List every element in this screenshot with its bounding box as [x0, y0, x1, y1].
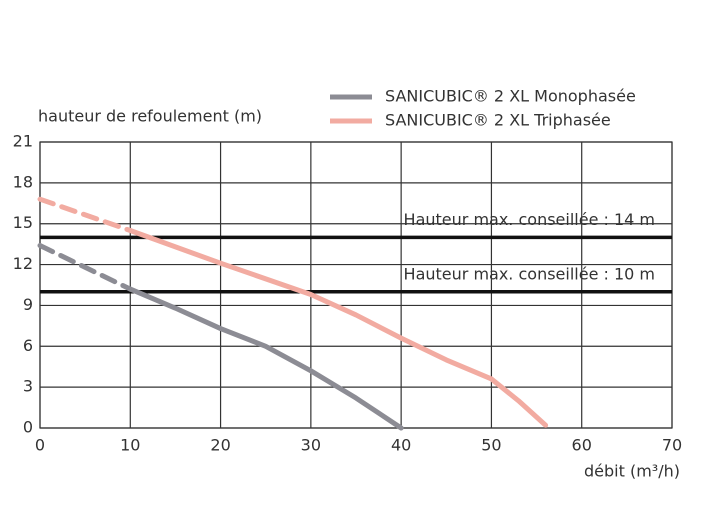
- plot-border: [39, 141, 673, 429]
- x-tick-label: 70: [662, 436, 682, 455]
- series-line: [127, 286, 404, 431]
- reference-label: Hauteur max. conseillée : 14 m: [404, 210, 655, 229]
- legend-label: SANICUBIC® 2 XL Monophasée: [385, 87, 636, 106]
- reference-label: Hauteur max. conseillée : 10 m: [404, 264, 655, 283]
- x-tick-label: 40: [391, 436, 411, 455]
- x-axis-label: débit (m³/h): [584, 462, 680, 481]
- y-axis-label: hauteur de refoulement (m): [38, 107, 262, 126]
- x-tick-label: 60: [572, 436, 592, 455]
- x-tick-label: 30: [301, 436, 321, 455]
- y-tick-label: 12: [13, 254, 33, 273]
- x-tick-label: 50: [481, 436, 501, 455]
- y-tick-label: 18: [13, 172, 33, 191]
- x-tick-label: 20: [210, 436, 230, 455]
- x-tick-label: 10: [120, 436, 140, 455]
- series-line-dashed: [37, 243, 133, 292]
- y-tick-label: 0: [23, 418, 33, 437]
- legend-label: SANICUBIC® 2 XL Triphasée: [385, 111, 611, 130]
- y-tick-label: 9: [23, 295, 33, 314]
- y-tick-label: 21: [13, 132, 33, 151]
- y-tick-label: 6: [23, 336, 33, 355]
- x-tick-label: 0: [35, 436, 45, 455]
- series-line-dashed: [37, 196, 133, 234]
- series-line: [127, 228, 549, 428]
- y-tick-label: 15: [13, 213, 33, 232]
- y-tick-label: 3: [23, 377, 33, 396]
